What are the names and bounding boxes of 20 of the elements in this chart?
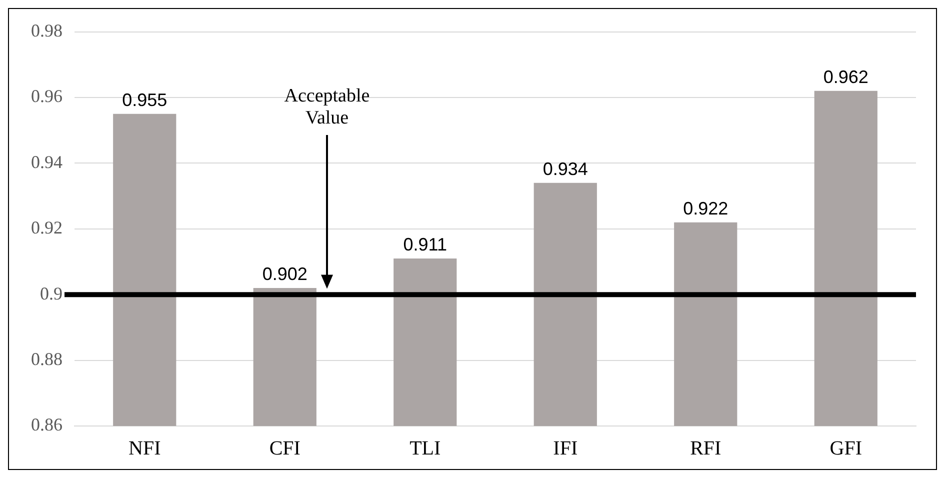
data-label: 0.955 [122, 90, 168, 110]
x-tick-label: CFI [269, 437, 300, 460]
y-tick-label: 0.98 [31, 20, 62, 41]
x-tick-label: RFI [690, 437, 722, 460]
y-tick-label: 0.9 [40, 283, 62, 304]
data-label: 0.911 [403, 234, 447, 254]
data-label: 0.934 [542, 158, 588, 179]
y-tick-label: 0.94 [31, 152, 62, 172]
ref-line-label: Acceptable Value [284, 85, 370, 128]
x-tick-label: NFI [128, 437, 161, 460]
data-label: 0.902 [262, 264, 308, 284]
x-tick-label: TLI [410, 437, 441, 460]
data-label: 0.922 [683, 198, 728, 218]
y-tick-label: 0.96 [31, 86, 62, 106]
y-tick-label: 0.88 [31, 349, 62, 370]
y-tick-label: 0.86 [31, 414, 62, 435]
x-tick-label: GFI [830, 437, 862, 460]
x-tick-label: IFI [553, 437, 578, 460]
y-tick-label: 0.92 [31, 218, 62, 238]
data-label: 0.962 [823, 66, 868, 87]
